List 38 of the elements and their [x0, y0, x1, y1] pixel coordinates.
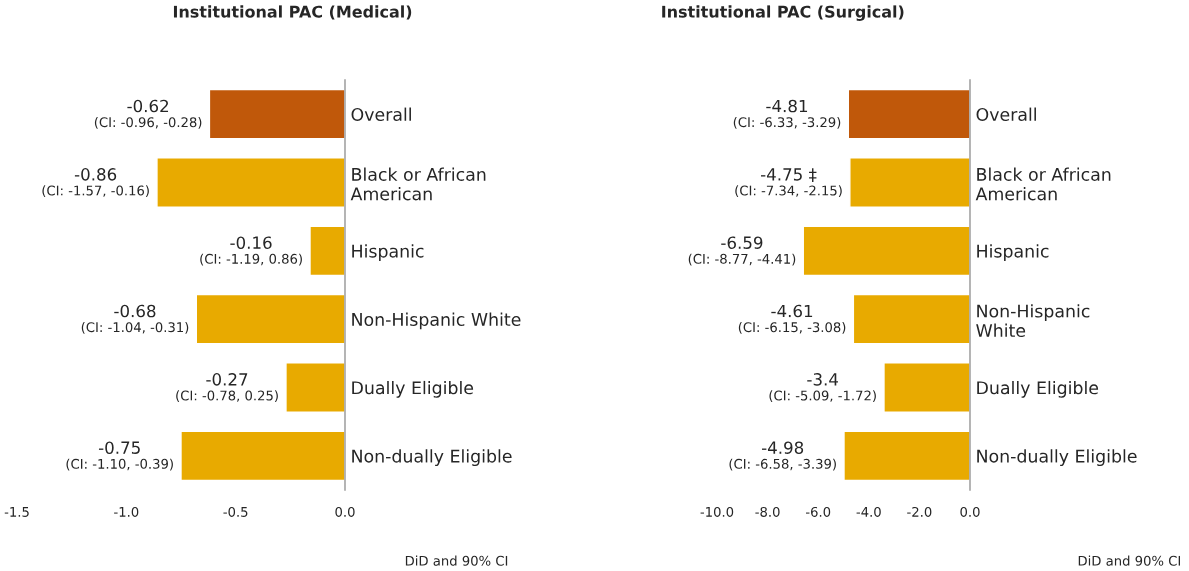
y-tick-label: Overall	[976, 107, 1036, 122]
x-tick-label: -4.0	[856, 506, 881, 517]
y-tick-label: Dually Eligible	[977, 380, 1099, 398]
data-label: -0.16 (CI: -1.19, 0.86)	[200, 236, 302, 266]
x-tick-label: -8.0	[755, 506, 780, 517]
data-label: -4.75 ‡ (CI: -7.34, -2.15)	[735, 168, 842, 198]
data-label: -0.62 (CI: -0.96, -0.28)	[94, 99, 202, 129]
x-tick-label: -2.0	[907, 506, 932, 517]
y-tick-label: Dually Eligible	[352, 380, 474, 398]
x-tick-label: 0.0	[335, 506, 355, 517]
x-tick-label: 0.0	[960, 506, 980, 517]
chart-title: Institutional PAC (Medical)	[173, 5, 412, 20]
x-tick-label: -0.5	[223, 506, 248, 517]
y-tick-label: Non-dually Eligible	[977, 449, 1137, 467]
y-tick-label: Hispanic	[352, 244, 424, 262]
y-tick-label: Non-Hispanic White	[976, 304, 1090, 338]
data-label: -0.86 (CI: -1.57, -0.16)	[42, 168, 149, 198]
data-label: -4.98 (CI: -6.58, -3.39)	[729, 441, 836, 471]
data-label: -6.59 (CI: -8.77, -4.41)	[688, 236, 796, 266]
data-label: -3.4 (CI: -5.09, -1.72)	[769, 373, 876, 403]
chart-title: Institutional PAC (Surgical)	[662, 5, 904, 21]
y-tick-label: Black or African American	[350, 167, 486, 201]
y-tick-label: Non-dually Eligible	[352, 449, 512, 467]
data-label: -4.61 (CI: -6.15, -3.08)	[738, 304, 846, 334]
data-label: -4.81 (CI: -6.33, -3.29)	[733, 99, 841, 129]
x-tick-label: -10.0	[700, 506, 734, 517]
y-tick-label: Hispanic	[977, 244, 1049, 262]
data-label: -0.68 (CI: -1.04, -0.31)	[81, 304, 189, 334]
x-axis-title: DiD and 90% CI	[405, 555, 508, 566]
data-label: -0.27 (CI: -0.78, 0.25)	[176, 373, 278, 403]
x-axis-title: DiD and 90% CI	[1078, 555, 1181, 566]
x-tick-label: -1.0	[114, 506, 139, 517]
y-tick-label: Non-Hispanic White	[352, 312, 521, 330]
x-tick-label: -1.5	[4, 507, 29, 517]
y-tick-label: Black or African American	[975, 167, 1111, 201]
data-label: -0.75 (CI: -1.10, -0.39)	[66, 441, 173, 471]
x-tick-label: -6.0	[805, 506, 831, 517]
y-tick-label: Overall	[351, 107, 411, 122]
